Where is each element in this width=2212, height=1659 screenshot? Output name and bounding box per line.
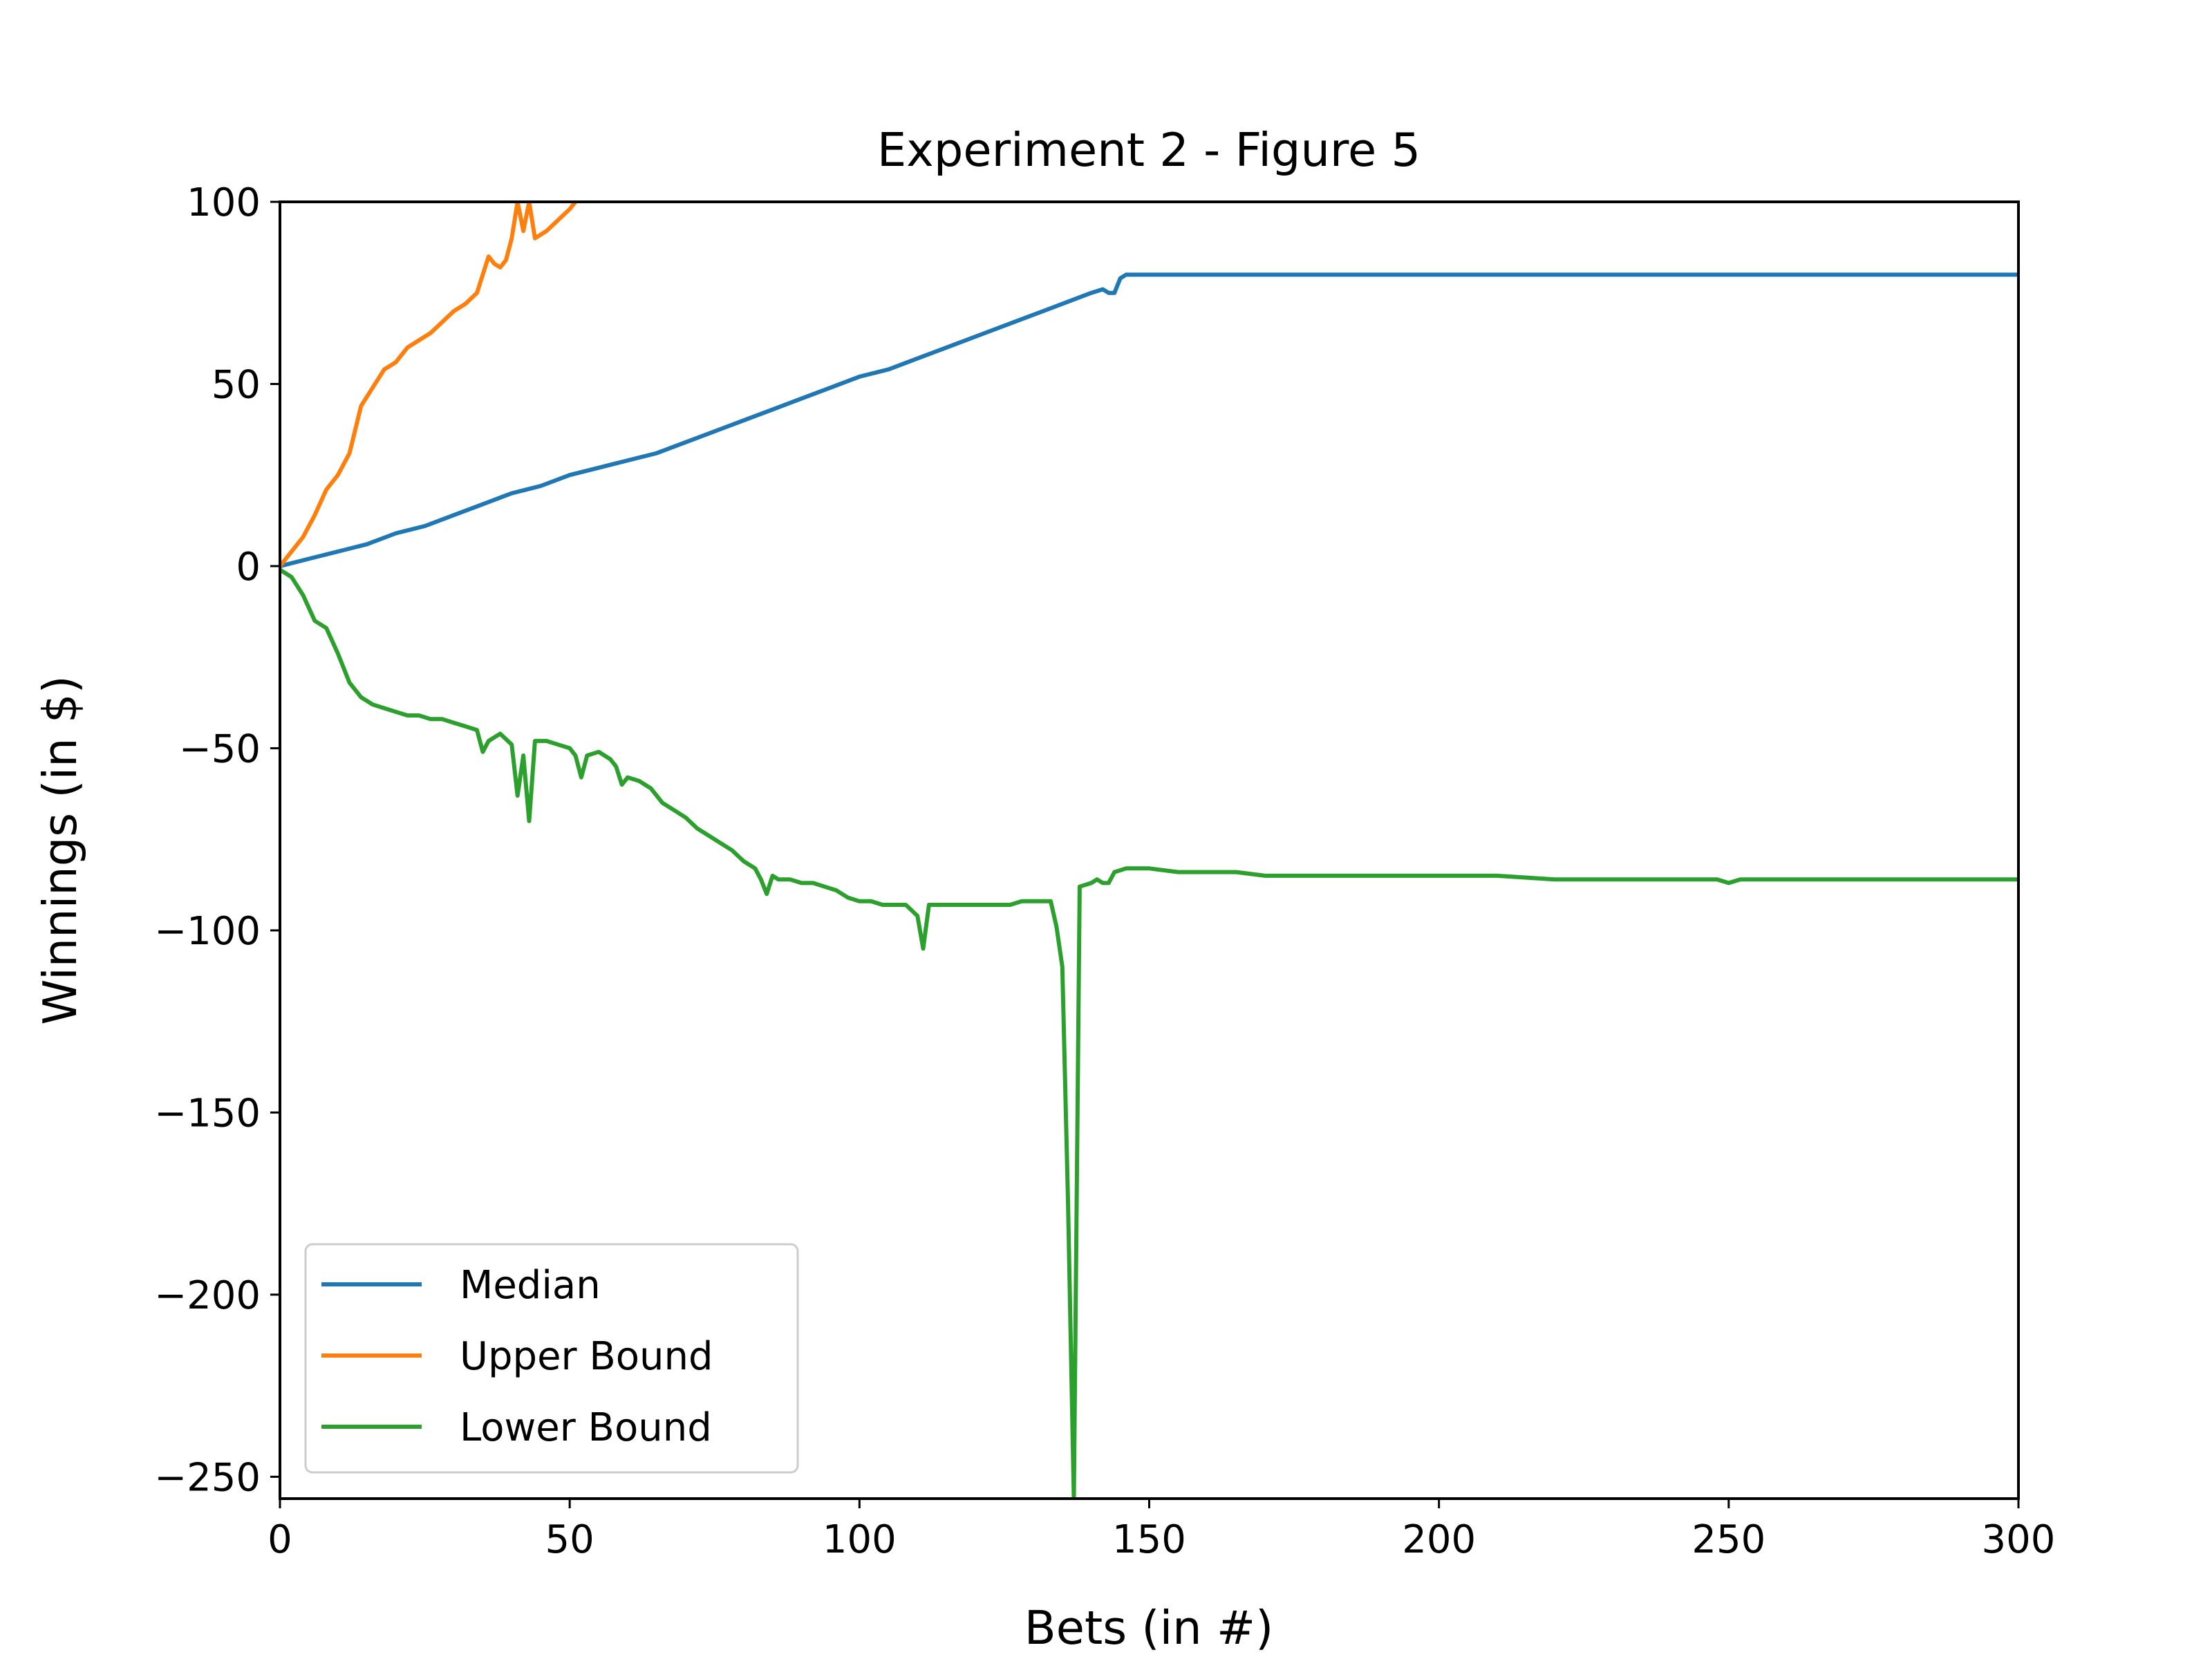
x-tick-label: 100 — [823, 1517, 897, 1562]
legend: Median Upper Bound Lower Bound — [304, 1243, 799, 1474]
x-tick-label: 50 — [545, 1517, 594, 1562]
y-tick-label: 50 — [212, 362, 261, 407]
legend-box — [304, 1243, 799, 1474]
y-tick-label: −150 — [154, 1091, 261, 1136]
y-tick-label: 0 — [236, 545, 261, 590]
series-line-median — [280, 272, 2018, 569]
chart-title: Experiment 2 - Figure 5 — [877, 123, 1421, 177]
x-tick-label: 300 — [1982, 1517, 2056, 1562]
x-tick-label: 150 — [1112, 1517, 1186, 1562]
series-line-lower-bound — [280, 567, 2018, 1499]
y-axis-ticks: 100 50 0 −50 −100 −150 −200 −250 — [154, 180, 280, 1500]
x-tick-label: 200 — [1402, 1517, 1476, 1562]
x-tick-label: 250 — [1691, 1517, 1765, 1562]
y-tick-label: −50 — [179, 727, 261, 771]
x-tick-label: 0 — [268, 1517, 292, 1562]
series-layer — [280, 202, 2018, 1499]
x-axis-label: Bets (in #) — [1024, 1601, 1273, 1655]
y-tick-label: −100 — [154, 909, 261, 954]
x-axis-ticks: 0 50 100 150 200 250 300 — [268, 1499, 2055, 1562]
legend-label: Median — [460, 1263, 601, 1308]
legend-label: Lower Bound — [460, 1405, 712, 1450]
y-tick-label: −200 — [154, 1273, 261, 1318]
y-axis-label: Winnings (in $) — [33, 675, 87, 1024]
series-line-upper-bound — [280, 202, 579, 570]
y-tick-label: −250 — [154, 1455, 261, 1500]
legend-label: Upper Bound — [460, 1334, 713, 1379]
y-tick-label: 100 — [187, 180, 261, 225]
